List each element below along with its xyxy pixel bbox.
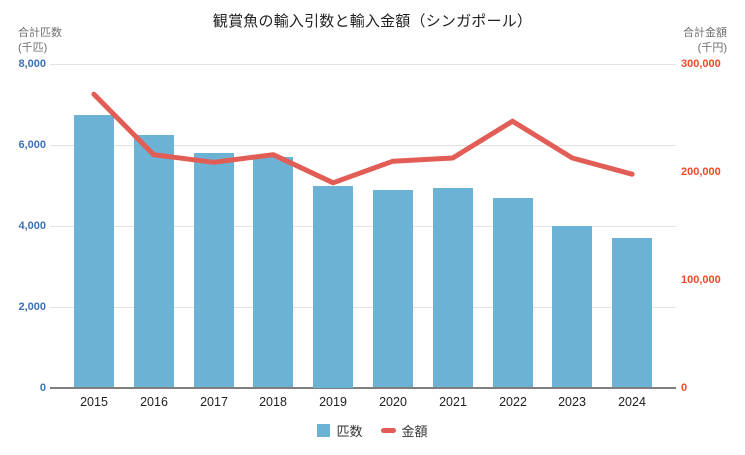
bar-2024[interactable] — [612, 238, 652, 387]
left-tick-label: 2,000 — [18, 301, 46, 313]
right-tick-label: 0 — [681, 382, 688, 394]
x-label-2016: 2016 — [140, 395, 168, 409]
right-tick-label: 300,000 — [681, 58, 721, 70]
bar-2023[interactable] — [552, 226, 592, 387]
x-label-2018: 2018 — [259, 395, 287, 409]
left-tick-label: 8,000 — [18, 58, 46, 70]
right-axis-title-line2: (千円) — [697, 42, 727, 54]
x-axis-line — [50, 387, 676, 389]
bar-series-swatch-icon — [317, 423, 331, 437]
legend-label-count: 匹数 — [336, 423, 363, 439]
left-axis-title-line2: (千匹) — [18, 42, 48, 54]
right-tick-label: 100,000 — [681, 274, 721, 286]
bar-2015[interactable] — [74, 115, 114, 387]
bar-2022[interactable] — [493, 198, 533, 387]
x-label-2019: 2019 — [319, 395, 347, 409]
x-label-2022: 2022 — [499, 395, 527, 409]
left-axis-title-line1: 合計匹数 — [18, 27, 62, 39]
x-label-2024: 2024 — [618, 395, 646, 409]
left-tick-label: 4,000 — [18, 220, 46, 232]
bar-2016[interactable] — [134, 135, 174, 387]
x-label-2023: 2023 — [558, 395, 586, 409]
left-axis-title: 合計匹数 (千匹) — [18, 26, 62, 56]
x-label-2015: 2015 — [80, 395, 108, 409]
line-series-amount[interactable] — [91, 91, 635, 186]
bar-2021[interactable] — [433, 188, 473, 387]
bar-2019[interactable] — [313, 186, 353, 388]
gridline — [50, 307, 676, 308]
bar-2020[interactable] — [373, 190, 413, 387]
x-label-2020: 2020 — [379, 395, 407, 409]
left-tick-label: 0 — [39, 382, 46, 394]
left-tick-label: 6,000 — [18, 139, 46, 151]
legend: 匹数 金額 — [0, 419, 745, 441]
right-axis-title: 合計金額 (千円) — [683, 26, 727, 56]
bar-2018[interactable] — [253, 157, 293, 387]
right-tick-label: 200,000 — [681, 166, 721, 178]
line-series-swatch-icon — [380, 427, 396, 433]
gridline — [50, 226, 676, 227]
right-axis-title-line1: 合計金額 — [683, 27, 727, 39]
chart-title: 観賞魚の輸入引数と輸入金額（シンガポール） — [212, 13, 533, 30]
bar-2017[interactable] — [194, 153, 234, 387]
legend-item-count[interactable]: 匹数 — [317, 421, 363, 440]
x-label-2021: 2021 — [439, 395, 467, 409]
legend-label-amount: 金額 — [401, 423, 428, 439]
gridline — [50, 64, 676, 65]
x-label-2017: 2017 — [200, 395, 228, 409]
legend-item-amount[interactable]: 金額 — [380, 421, 428, 440]
